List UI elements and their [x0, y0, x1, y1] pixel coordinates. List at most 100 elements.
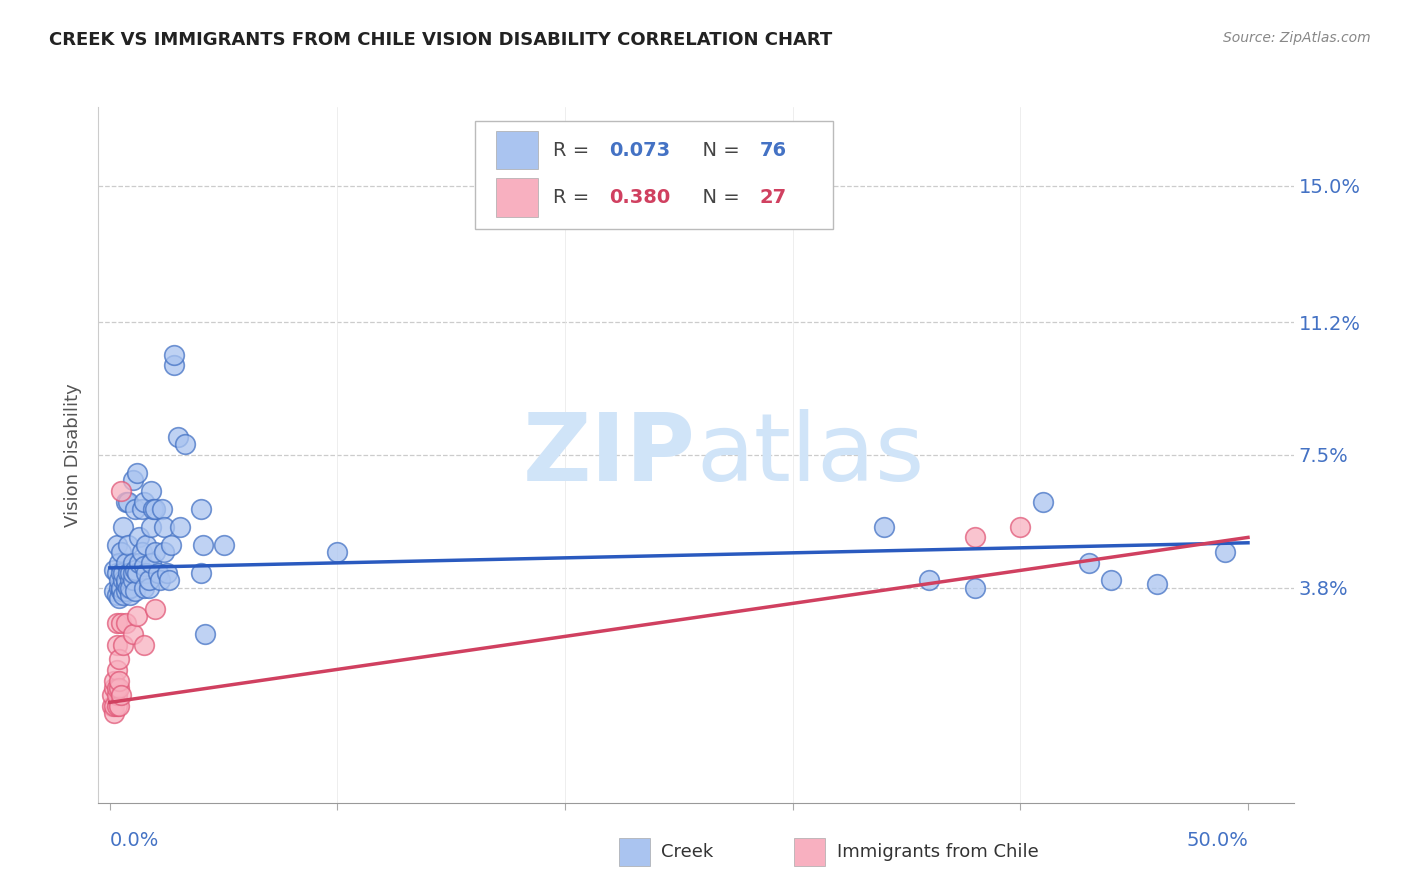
Point: [120, 581, 142, 595]
Point: [108, 556, 131, 570]
Point: [110, 581, 132, 595]
Point: [105, 698, 128, 713]
Point: [1010, 519, 1032, 533]
Point: [127, 466, 149, 480]
Point: [1077, 556, 1099, 570]
Point: [103, 673, 125, 688]
Point: [326, 545, 349, 559]
Point: [117, 581, 139, 595]
Text: atlas: atlas: [696, 409, 924, 501]
Point: [114, 494, 136, 508]
Point: [103, 698, 125, 713]
Point: [132, 638, 155, 652]
Point: [105, 616, 128, 631]
Point: [162, 358, 184, 372]
Point: [110, 566, 132, 581]
Point: [108, 652, 131, 666]
Point: [117, 494, 139, 508]
Point: [114, 577, 136, 591]
Text: Immigrants from Chile: Immigrants from Chile: [837, 843, 1038, 861]
Text: 0.0%: 0.0%: [110, 831, 159, 850]
Point: [124, 501, 146, 516]
Text: 50.0%: 50.0%: [1187, 831, 1249, 850]
Point: [131, 545, 153, 559]
Point: [105, 681, 128, 695]
Point: [101, 698, 124, 713]
Point: [124, 563, 146, 577]
Point: [108, 698, 131, 713]
Point: [108, 591, 131, 606]
Point: [139, 556, 162, 570]
FancyBboxPatch shape: [496, 131, 538, 169]
Point: [112, 519, 135, 533]
Point: [105, 538, 128, 552]
Point: [138, 574, 160, 588]
Y-axis label: Vision Disability: Vision Disability: [65, 383, 83, 527]
Point: [190, 501, 212, 516]
Point: [117, 538, 139, 552]
Text: Source: ZipAtlas.com: Source: ZipAtlas.com: [1223, 31, 1371, 45]
Point: [112, 566, 135, 581]
Point: [169, 519, 191, 533]
Text: R =: R =: [553, 141, 595, 160]
Point: [190, 566, 212, 581]
Point: [918, 574, 941, 588]
Point: [963, 530, 986, 544]
Point: [103, 706, 125, 720]
Point: [132, 581, 155, 595]
Point: [135, 538, 157, 552]
Point: [150, 501, 173, 516]
Point: [191, 538, 214, 552]
Point: [142, 501, 165, 516]
Point: [153, 545, 176, 559]
Point: [160, 538, 183, 552]
Point: [103, 563, 125, 577]
Point: [149, 574, 172, 588]
Point: [110, 545, 132, 559]
Point: [110, 616, 132, 631]
Point: [132, 494, 155, 508]
Point: [1213, 545, 1236, 559]
Text: 27: 27: [759, 188, 786, 207]
Point: [108, 681, 131, 695]
Point: [105, 688, 128, 702]
Point: [114, 584, 136, 599]
Point: [120, 588, 142, 602]
Point: [157, 574, 180, 588]
Point: [114, 616, 136, 631]
Point: [146, 566, 169, 581]
FancyBboxPatch shape: [475, 121, 834, 229]
Point: [120, 566, 142, 581]
Point: [131, 501, 153, 516]
Text: 0.380: 0.380: [609, 188, 671, 207]
Point: [103, 681, 125, 695]
Point: [105, 663, 128, 677]
Point: [114, 556, 136, 570]
Point: [121, 566, 143, 581]
Point: [121, 473, 143, 487]
Text: 76: 76: [759, 141, 786, 160]
Point: [101, 688, 124, 702]
Point: [108, 581, 131, 595]
Point: [112, 574, 135, 588]
Point: [194, 627, 217, 641]
Point: [112, 588, 135, 602]
Point: [121, 556, 143, 570]
Point: [143, 501, 166, 516]
Point: [112, 638, 135, 652]
Point: [128, 556, 150, 570]
Point: [103, 584, 125, 599]
Point: [167, 430, 190, 444]
Point: [174, 437, 197, 451]
Point: [135, 566, 157, 581]
Point: [121, 574, 143, 588]
Point: [873, 519, 896, 533]
Point: [1146, 577, 1168, 591]
Point: [139, 519, 162, 533]
Point: [132, 559, 155, 574]
Point: [117, 566, 139, 581]
Point: [127, 609, 149, 624]
Point: [114, 574, 136, 588]
Point: [212, 538, 235, 552]
Point: [108, 574, 131, 588]
